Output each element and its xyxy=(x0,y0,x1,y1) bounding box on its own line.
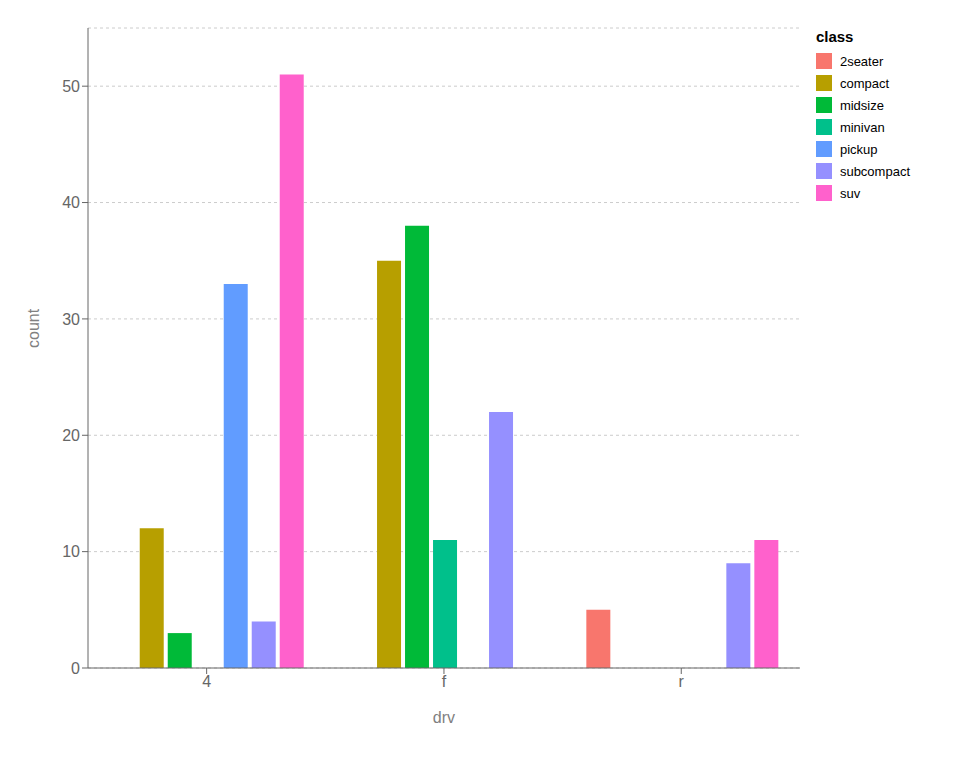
svg-text:4: 4 xyxy=(202,673,211,690)
svg-text:count: count xyxy=(25,308,42,348)
svg-text:20: 20 xyxy=(62,427,80,444)
svg-text:drv: drv xyxy=(433,709,455,726)
html-text:pickup: pickup xyxy=(839,141,878,157)
html-text:compact: compact xyxy=(839,75,889,91)
svg-text:r: r xyxy=(679,673,685,690)
svg-text:f: f xyxy=(442,673,447,690)
html-text:subcompact: subcompact xyxy=(839,163,910,179)
svg-text:40: 40 xyxy=(62,194,80,211)
html-text:class: class xyxy=(815,28,854,45)
svg-text:10: 10 xyxy=(62,543,80,560)
svg-text:0: 0 xyxy=(71,660,80,677)
html-text:midsize: midsize xyxy=(839,97,884,113)
svg-text:50: 50 xyxy=(62,78,80,95)
html-text:2seater: 2seater xyxy=(839,53,884,69)
html-text:suv: suv xyxy=(839,185,861,201)
svg-text:30: 30 xyxy=(62,311,80,328)
html-text:minivan: minivan xyxy=(839,119,885,135)
